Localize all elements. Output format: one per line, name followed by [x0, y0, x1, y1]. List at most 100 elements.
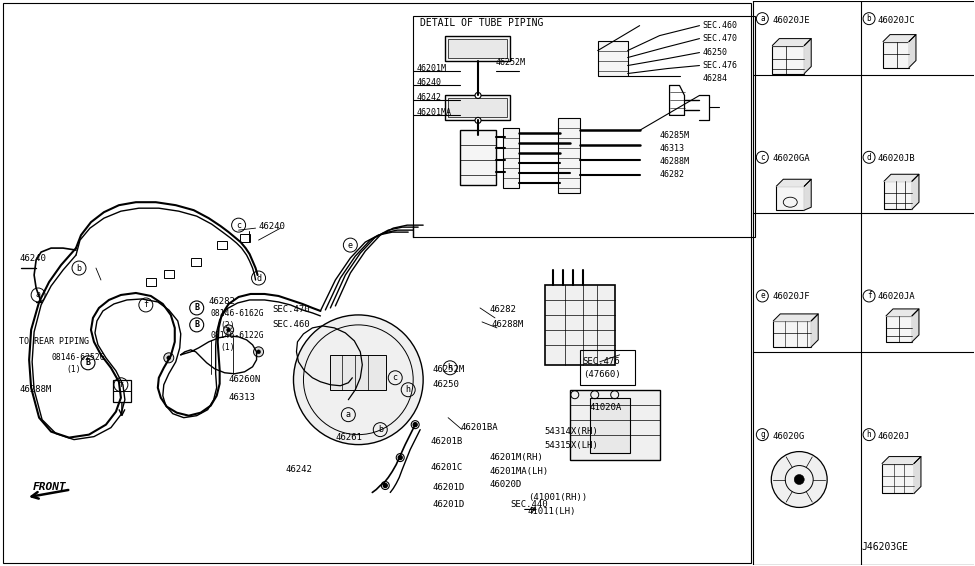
Text: f: f — [118, 380, 124, 389]
Text: f: f — [867, 291, 872, 301]
Text: 46020GA: 46020GA — [772, 154, 810, 163]
Text: (1): (1) — [220, 344, 235, 353]
Text: 08146-6252G: 08146-6252G — [51, 353, 104, 362]
Text: 46020JB: 46020JB — [878, 154, 915, 163]
Text: b: b — [76, 264, 82, 273]
Bar — [598, 41, 628, 75]
Text: (1): (1) — [66, 365, 81, 374]
Text: a: a — [346, 410, 351, 419]
Bar — [413, 16, 756, 237]
Text: c: c — [393, 373, 398, 382]
Text: 46250: 46250 — [432, 380, 459, 389]
Circle shape — [383, 483, 387, 487]
Bar — [460, 130, 496, 185]
Bar — [448, 38, 507, 58]
Text: 46020JA: 46020JA — [878, 293, 915, 302]
Polygon shape — [811, 314, 818, 347]
Circle shape — [164, 353, 174, 363]
Text: 46020D: 46020D — [490, 480, 523, 489]
Bar — [448, 98, 507, 117]
Polygon shape — [912, 309, 919, 342]
Text: B: B — [194, 303, 199, 312]
Bar — [776, 186, 804, 210]
Text: 41011(LH): 41011(LH) — [527, 507, 576, 516]
Text: SEC.476: SEC.476 — [702, 61, 737, 70]
Text: f: f — [143, 301, 148, 310]
Text: 46240: 46240 — [258, 222, 286, 230]
Text: SEC.476: SEC.476 — [583, 357, 620, 366]
Bar — [240, 234, 250, 242]
Text: 46020JE: 46020JE — [772, 16, 810, 25]
Text: g: g — [760, 430, 764, 439]
Circle shape — [396, 453, 405, 461]
Text: (47660): (47660) — [583, 370, 620, 379]
Bar — [3, 3, 752, 563]
Text: d: d — [256, 273, 261, 282]
Text: B: B — [86, 358, 91, 367]
Bar — [216, 241, 226, 249]
Bar — [545, 285, 614, 365]
Text: 46252M: 46252M — [496, 58, 526, 67]
Bar — [772, 46, 804, 74]
Bar — [331, 355, 386, 390]
Text: h: h — [448, 363, 452, 372]
Text: 08146-6122G: 08146-6122G — [211, 331, 264, 340]
Text: 46201C: 46201C — [430, 463, 462, 472]
Text: (41001(RH)): (41001(RH)) — [527, 493, 587, 502]
Text: 46201MA: 46201MA — [416, 108, 451, 117]
Text: 46020J: 46020J — [878, 432, 910, 441]
Bar — [882, 464, 914, 494]
Text: DETAIL OF TUBE PIPING: DETAIL OF TUBE PIPING — [420, 18, 543, 28]
Text: c: c — [236, 221, 241, 230]
Text: 46020G: 46020G — [772, 432, 804, 441]
Bar — [883, 41, 909, 67]
Text: 46201BA: 46201BA — [460, 423, 497, 432]
Text: 54315X(LH): 54315X(LH) — [545, 441, 599, 450]
Circle shape — [381, 482, 389, 490]
Text: 46201D: 46201D — [432, 500, 464, 509]
Polygon shape — [804, 179, 811, 210]
Text: 46201MA(LH): 46201MA(LH) — [490, 467, 549, 476]
Circle shape — [254, 347, 263, 357]
Text: 46242: 46242 — [416, 93, 441, 102]
Circle shape — [795, 474, 804, 484]
Text: c: c — [760, 153, 764, 162]
Text: 46288M: 46288M — [20, 385, 52, 395]
Text: 46282: 46282 — [659, 170, 684, 179]
Text: (2): (2) — [220, 321, 235, 331]
Polygon shape — [883, 35, 916, 41]
Text: a: a — [36, 290, 41, 299]
Text: 46288M: 46288M — [659, 157, 689, 166]
Bar — [113, 380, 131, 402]
Circle shape — [475, 117, 481, 123]
Bar — [558, 118, 580, 193]
Text: 46240: 46240 — [20, 254, 46, 263]
Text: 46201D: 46201D — [432, 483, 464, 492]
Polygon shape — [912, 174, 919, 209]
Polygon shape — [882, 457, 921, 464]
Text: SEC.440: SEC.440 — [510, 500, 548, 509]
Text: FRONT: FRONT — [33, 482, 67, 492]
Bar — [569, 390, 659, 460]
Bar — [580, 350, 635, 385]
Bar — [446, 36, 510, 61]
Text: 46252M: 46252M — [432, 365, 464, 374]
Bar — [446, 96, 510, 121]
Circle shape — [256, 350, 260, 354]
Text: B: B — [194, 320, 199, 329]
Text: 41020A: 41020A — [590, 403, 622, 412]
Polygon shape — [772, 38, 811, 46]
Text: 46260N: 46260N — [228, 375, 261, 384]
Bar — [886, 316, 912, 342]
Circle shape — [226, 328, 231, 332]
Bar — [884, 181, 912, 209]
Text: h: h — [867, 430, 872, 439]
Circle shape — [398, 456, 403, 460]
Text: 08146-6162G: 08146-6162G — [211, 310, 264, 319]
Text: SEC.460: SEC.460 — [702, 21, 737, 30]
Circle shape — [475, 92, 481, 98]
Text: 46250: 46250 — [702, 48, 727, 57]
Bar — [191, 258, 201, 266]
Text: 46282: 46282 — [490, 306, 517, 315]
Circle shape — [413, 423, 417, 427]
